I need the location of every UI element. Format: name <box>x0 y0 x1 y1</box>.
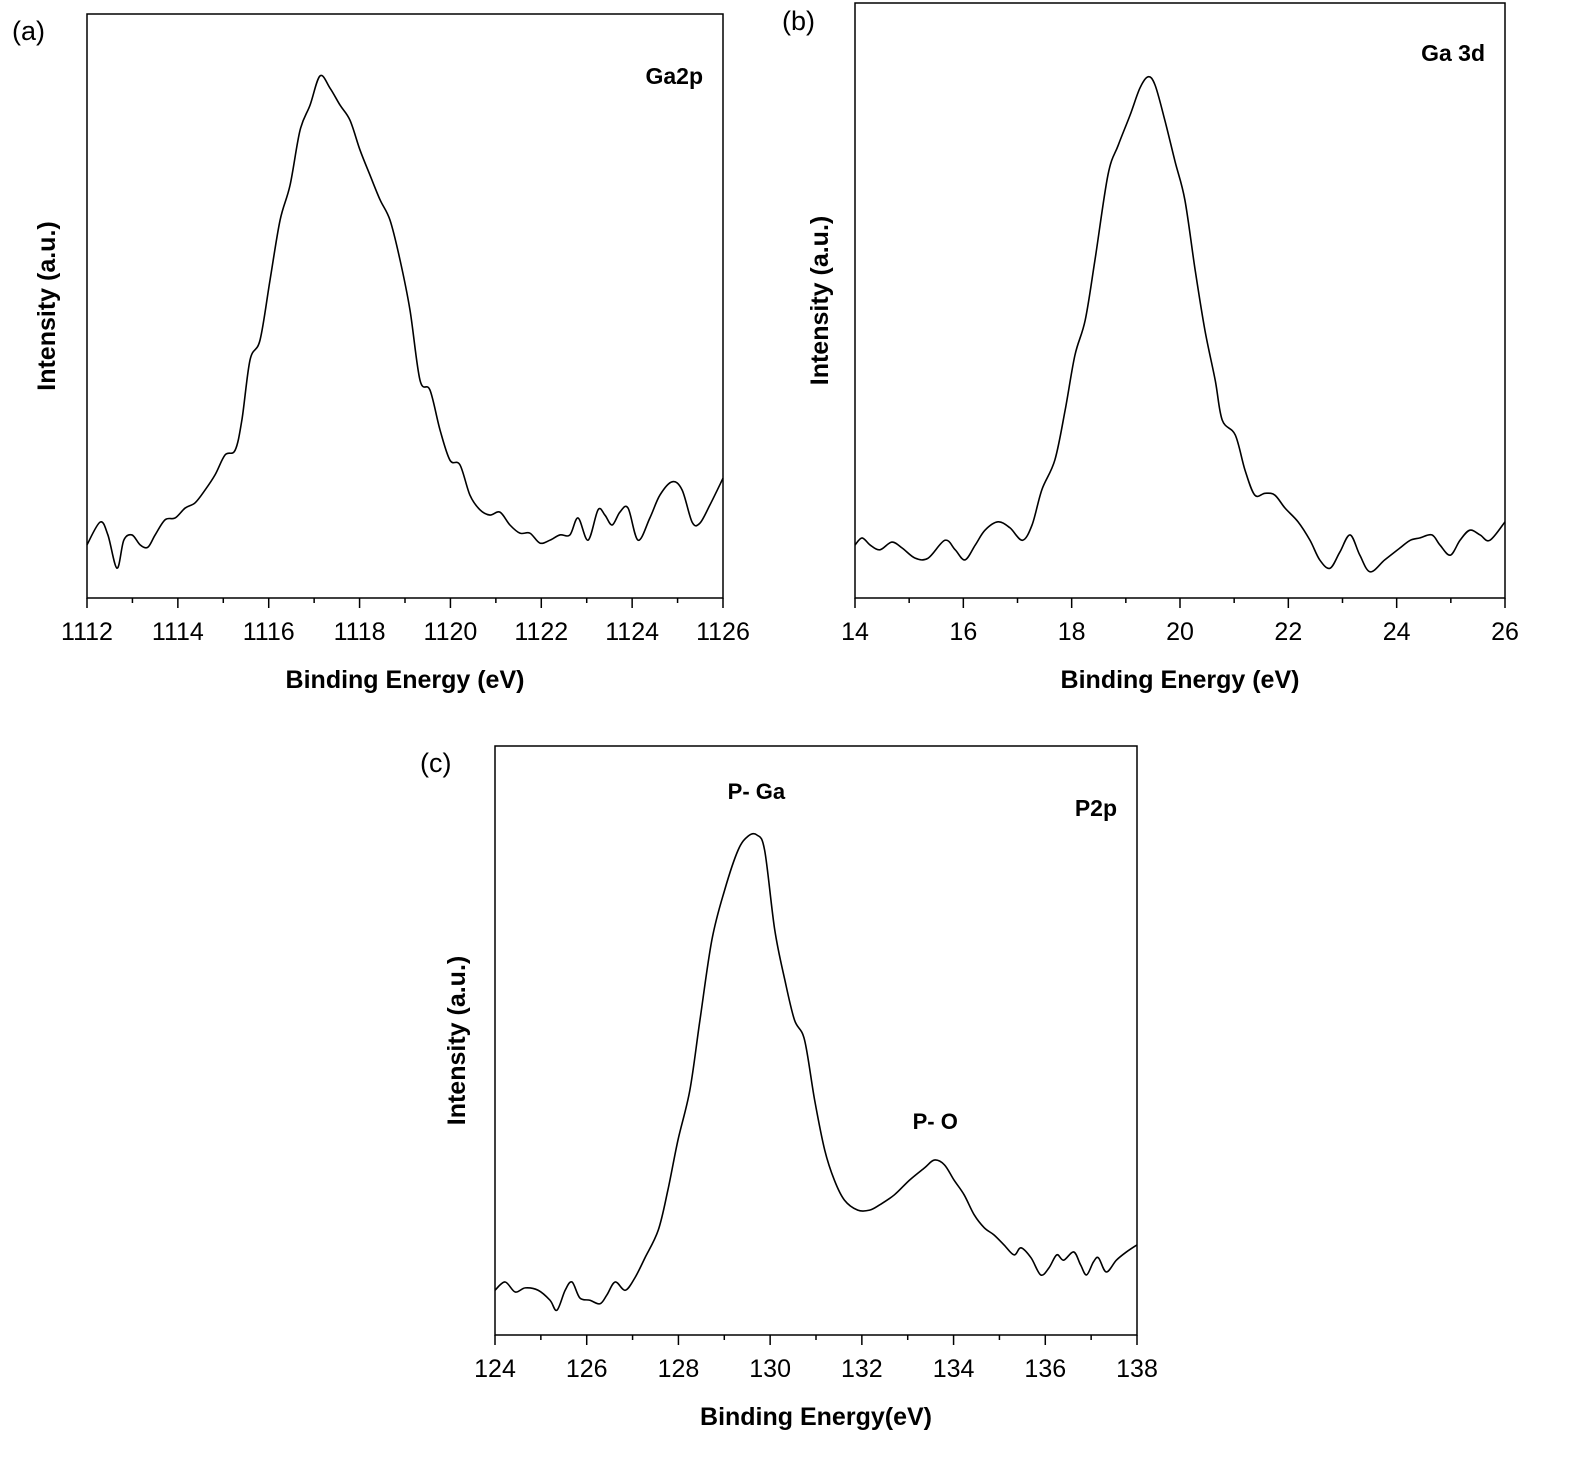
x-tick-label: 26 <box>1491 618 1519 646</box>
x-tick-label: 1118 <box>334 618 386 646</box>
x-tick-label: 136 <box>1024 1355 1066 1383</box>
y-axis-title: Intensity (a.u.) <box>443 956 471 1125</box>
plot-frame <box>494 745 1138 1336</box>
x-tick-label: 16 <box>949 618 977 646</box>
x-tick-label: 132 <box>841 1355 883 1383</box>
peak-annotation: P- O <box>913 1109 958 1134</box>
x-tick-label: 24 <box>1383 618 1411 646</box>
x-tick-label: 1112 <box>61 618 113 646</box>
y-axis-title: Intensity (a.u.) <box>33 221 61 390</box>
x-tick-label: 1120 <box>424 618 478 646</box>
x-tick-label: 14 <box>841 618 869 646</box>
x-tick-label: 138 <box>1116 1355 1158 1383</box>
panel-label: (a) <box>12 16 45 46</box>
x-tick-label: 1116 <box>243 618 295 646</box>
x-tick-label: 22 <box>1274 618 1302 646</box>
x-tick-label: 126 <box>566 1355 608 1383</box>
peak-annotation: P- Ga <box>728 779 786 804</box>
spectrum-line <box>494 832 1138 1312</box>
spectrum-title: Ga2p <box>645 63 703 89</box>
x-tick-label: 1114 <box>152 618 204 646</box>
panel-b: 14 16 18 20 22 24 26 Binding Energy (eV) Intensi… <box>782 2 1519 694</box>
x-tick-label: 128 <box>658 1355 700 1383</box>
x-axis-title: Binding Energy(eV) <box>700 1403 932 1431</box>
x-tick-label: 1122 <box>514 618 568 646</box>
x-axis-title: Binding Energy (eV) <box>1061 666 1300 694</box>
x-tick-label: 134 <box>933 1355 975 1383</box>
x-tick-label: 1126 <box>696 618 750 646</box>
x-axis-title: Binding Energy (eV) <box>286 666 525 694</box>
x-tick-label: 20 <box>1166 618 1194 646</box>
spectrum-line <box>86 74 724 570</box>
x-tick-label: 18 <box>1058 618 1086 646</box>
plot-frame <box>854 2 1506 599</box>
y-axis-title: Intensity (a.u.) <box>806 216 834 385</box>
panel-label: (b) <box>782 6 815 36</box>
spectrum-title: Ga 3d <box>1421 40 1485 66</box>
spectrum-title: P2p <box>1075 795 1117 821</box>
x-tick-label: 130 <box>749 1355 791 1383</box>
panel-label: (c) <box>420 748 451 778</box>
panel-c: 124 126 128 130 132 134 136 138 Binding Energy(e… <box>420 745 1158 1431</box>
x-tick-label: 1124 <box>605 618 659 646</box>
x-tick-label: 124 <box>474 1355 516 1383</box>
panel-a: 1112 1114 1116 1118 1120 1122 1124 1126 Binding … <box>12 13 750 694</box>
spectrum-line <box>854 75 1506 573</box>
